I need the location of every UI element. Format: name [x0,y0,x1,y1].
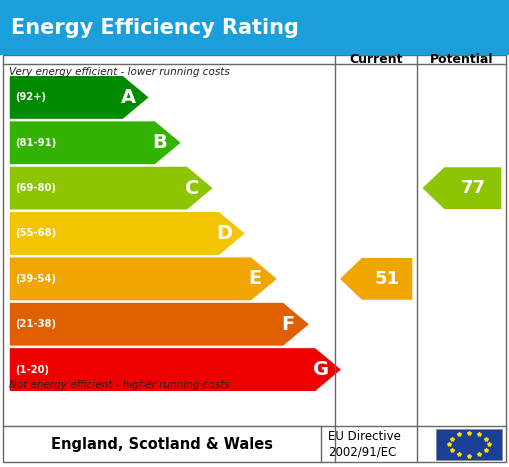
Text: EU Directive: EU Directive [328,431,401,443]
Polygon shape [9,302,309,346]
Text: E: E [249,269,262,288]
Bar [3,55,506,462]
Polygon shape [9,166,213,210]
Text: G: G [313,360,329,379]
Text: C: C [185,179,199,198]
Text: (21-38): (21-38) [15,319,56,329]
Bar [0,0,509,55]
Polygon shape [9,212,245,255]
Bar [436,429,502,460]
Text: (1-20): (1-20) [15,365,49,375]
Text: (55-68): (55-68) [15,228,56,239]
Polygon shape [422,167,501,209]
Text: Not energy efficient - higher running costs: Not energy efficient - higher running co… [9,380,230,390]
Polygon shape [340,258,412,300]
Text: D: D [217,224,233,243]
Text: Potential: Potential [430,53,494,66]
Text: England, Scotland & Wales: England, Scotland & Wales [50,437,273,452]
Polygon shape [9,76,149,120]
Text: F: F [281,315,294,334]
Text: 2002/91/EC: 2002/91/EC [328,446,397,458]
Text: 51: 51 [375,270,400,288]
Text: Very energy efficient - lower running costs: Very energy efficient - lower running co… [9,67,230,77]
Text: (81-91): (81-91) [15,138,56,148]
Text: (69-80): (69-80) [15,183,56,193]
Polygon shape [9,257,277,301]
Text: Energy Efficiency Rating: Energy Efficiency Rating [11,18,299,37]
Polygon shape [9,121,181,165]
Text: (92+): (92+) [15,92,46,102]
Text: A: A [121,88,135,107]
Polygon shape [9,347,342,391]
Text: Current: Current [349,53,403,66]
Text: B: B [153,133,167,152]
Text: 77: 77 [460,179,486,197]
Text: (39-54): (39-54) [15,274,56,284]
